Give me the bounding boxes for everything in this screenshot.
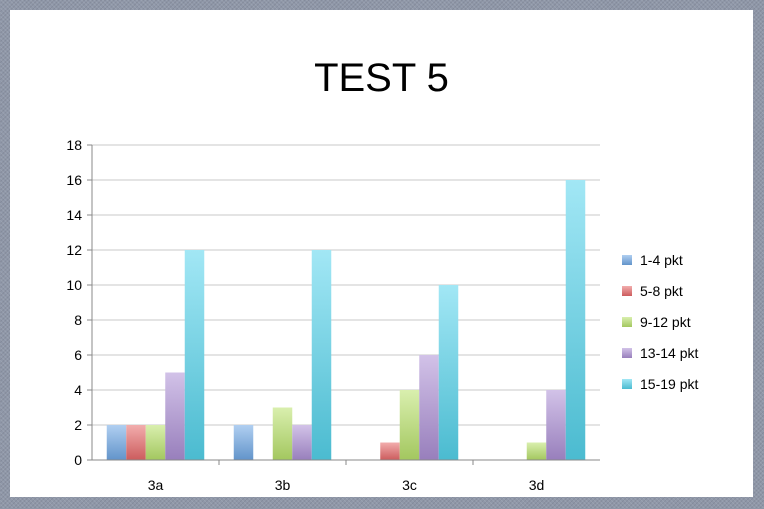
legend-swatch: [622, 316, 632, 327]
bar-3a-5-8-pkt: [126, 425, 146, 460]
bar-3a-1-4-pkt: [106, 425, 127, 460]
slide: TEST 5 0 2 4 6 8 10 12 14 16 18 3a 3b 3c 3d 1-4 pkt 5-…: [10, 10, 753, 497]
y-tick-label: 18: [66, 137, 82, 153]
y-tick-label: 8: [74, 312, 82, 328]
legend-swatch: [622, 378, 632, 389]
bar-3d-13-14-pkt: [546, 390, 566, 460]
bar-3b-1-4-pkt: [233, 425, 254, 460]
bar-3a-9-12-pkt: [145, 425, 166, 460]
legend-label: 15-19 pkt: [640, 375, 699, 392]
chart-legend: 1-4 pkt 5-8 pkt 9-12 pkt 13-14 pkt 15-19 pkt: [622, 244, 698, 399]
legend-item: 5-8 pkt: [622, 275, 698, 306]
legend-swatch: [622, 254, 632, 265]
bar-3a-13-14-pkt: [165, 372, 185, 460]
legend-label: 1-4 pkt: [640, 251, 683, 268]
x-tick-label: 3d: [529, 477, 545, 493]
bar-3b-13-14-pkt: [292, 425, 312, 460]
chart-title: TEST 5: [314, 56, 449, 100]
y-tick-label: 14: [66, 207, 82, 223]
x-tick-label: 3b: [275, 477, 291, 493]
bar-3c-5-8-pkt: [380, 442, 400, 460]
bar-3b-15-19-pkt: [311, 250, 332, 460]
x-tick-label: 3c: [402, 477, 417, 493]
bar-3c-9-12-pkt: [399, 390, 420, 460]
legend-item: 1-4 pkt: [622, 244, 698, 275]
bar-3c-13-14-pkt: [419, 355, 439, 460]
legend-swatch: [622, 347, 632, 358]
y-tick-label: 2: [74, 417, 82, 433]
y-tick-label: 6: [74, 347, 82, 363]
legend-item: 15-19 pkt: [622, 368, 698, 399]
legend-swatch: [622, 285, 632, 296]
legend-item: 13-14 pkt: [622, 337, 698, 368]
bar-3d-15-19-pkt: [565, 180, 586, 460]
bar-chart: 0 2 4 6 8 10 12 14 16 18 3a 3b 3c 3d: [66, 137, 600, 493]
bar-3c-15-19-pkt: [438, 285, 459, 460]
legend-label: 9-12 pkt: [640, 313, 691, 330]
y-tick-label: 0: [74, 452, 82, 468]
legend-label: 13-14 pkt: [640, 344, 699, 361]
legend-label: 5-8 pkt: [640, 282, 683, 299]
y-tick-label: 4: [74, 382, 82, 398]
bar-3b-9-12-pkt: [272, 407, 293, 460]
y-tick-label: 12: [66, 242, 82, 258]
x-tick-label: 3a: [148, 477, 164, 493]
y-tick-label: 10: [66, 277, 82, 293]
bar-3a-15-19-pkt: [184, 250, 205, 460]
bar-3d-9-12-pkt: [526, 442, 547, 460]
y-tick-label: 16: [66, 172, 82, 188]
legend-item: 9-12 pkt: [622, 306, 698, 337]
